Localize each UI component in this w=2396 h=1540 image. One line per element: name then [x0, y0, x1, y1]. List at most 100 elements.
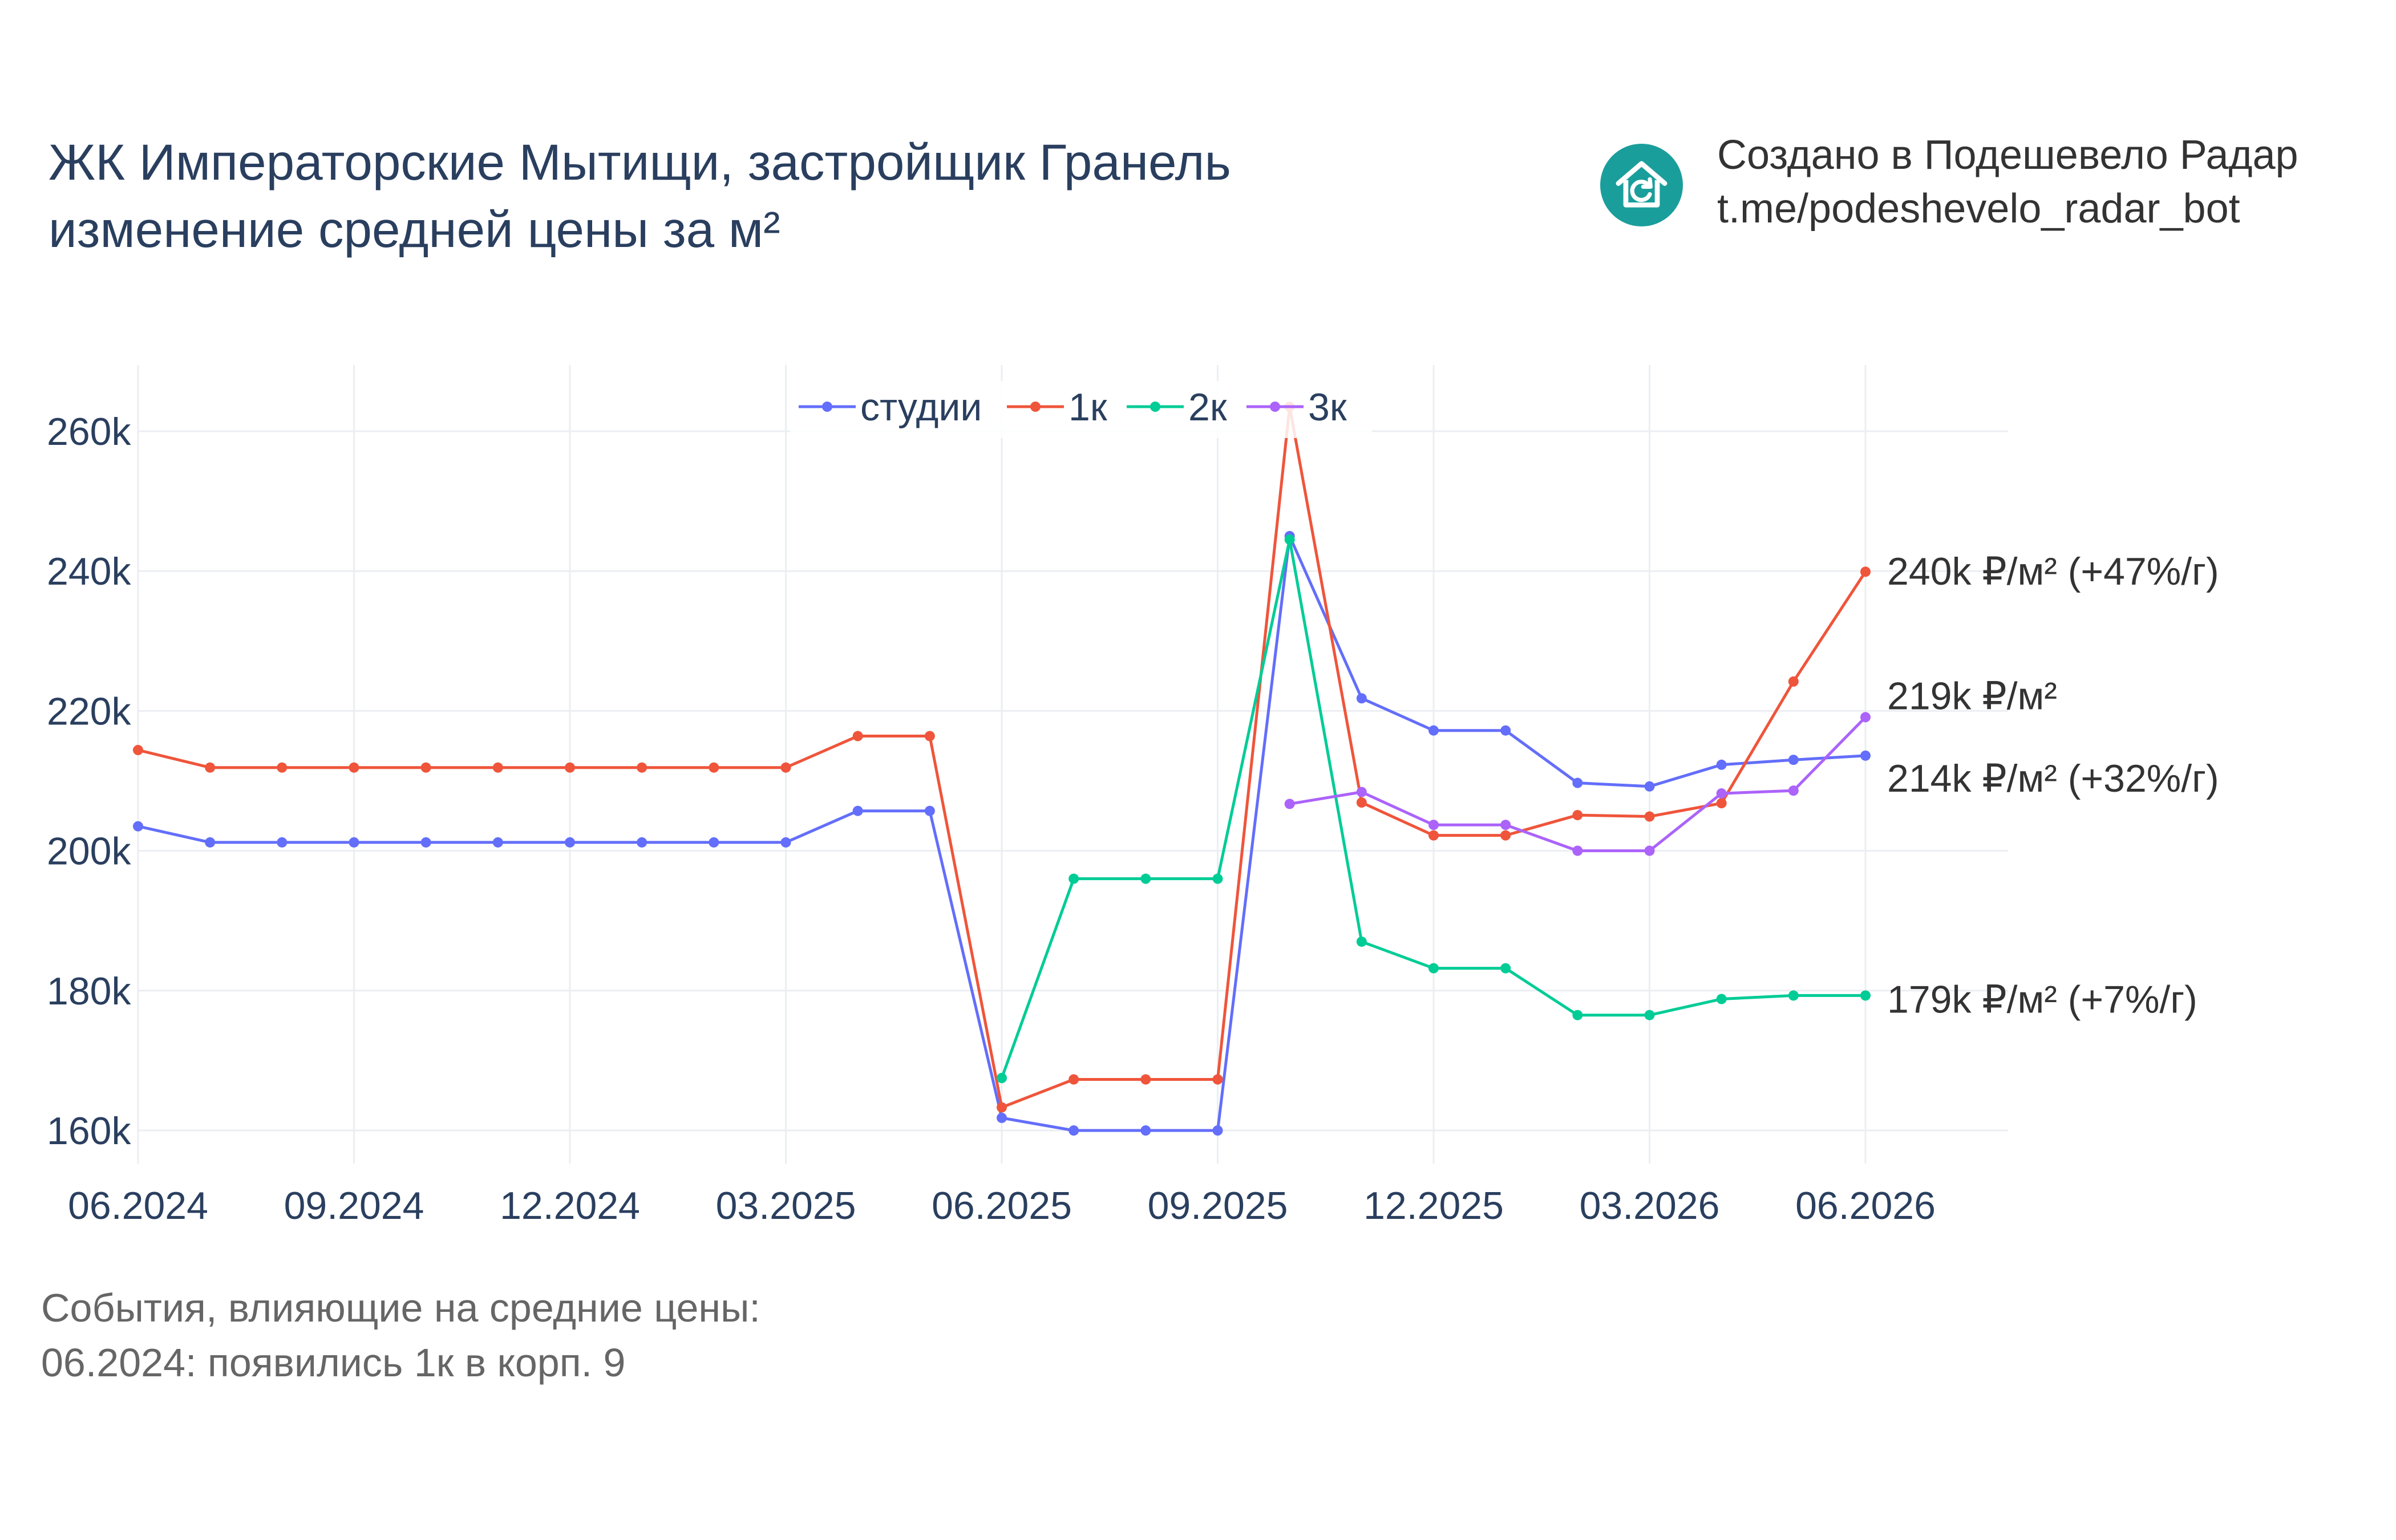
data-point[interactable]: [1788, 755, 1799, 765]
data-point[interactable]: [709, 837, 719, 848]
data-point[interactable]: [1644, 845, 1655, 856]
data-point[interactable]: [205, 762, 216, 773]
data-point[interactable]: [1428, 830, 1439, 841]
end-value-label: 214k ₽/м² (+32%/г): [1887, 757, 2219, 800]
legend-swatch-marker: [1150, 402, 1160, 412]
data-point[interactable]: [277, 837, 288, 848]
legend-item-студии[interactable]: студии: [799, 386, 982, 429]
data-point[interactable]: [1500, 963, 1511, 974]
data-point[interactable]: [1572, 810, 1583, 821]
brand-link[interactable]: t.me/podeshevelo_radar_bot: [1717, 186, 2240, 232]
x-axis-ticks: 06.2024 09.2024 12.2024 03.2025 06.2025 09.20…: [68, 1184, 1936, 1227]
events-block: События, влияющие на средние цены: 06.20…: [41, 1280, 760, 1390]
legend-label: 3к: [1308, 386, 1347, 429]
data-point[interactable]: [1644, 781, 1655, 792]
data-point[interactable]: [1500, 725, 1511, 736]
data-point[interactable]: [277, 762, 288, 773]
data-point[interactable]: [1860, 750, 1871, 761]
data-point[interactable]: [1716, 994, 1727, 1004]
data-point[interactable]: [1212, 873, 1223, 884]
data-point[interactable]: [780, 837, 791, 848]
data-point[interactable]: [1572, 1010, 1583, 1020]
data-point[interactable]: [1069, 1125, 1079, 1136]
data-point[interactable]: [1069, 873, 1079, 884]
data-point[interactable]: [997, 1112, 1007, 1123]
data-point[interactable]: [205, 837, 216, 848]
x-tick-label: 09.2025: [1148, 1184, 1288, 1227]
y-tick-label: 160k: [47, 1109, 131, 1153]
legend-swatch-marker: [1270, 402, 1280, 412]
x-tick-label: 06.2024: [68, 1184, 208, 1227]
x-tick-label: 12.2025: [1363, 1184, 1504, 1227]
data-point[interactable]: [1716, 759, 1727, 770]
data-point[interactable]: [1428, 820, 1439, 830]
data-point[interactable]: [349, 762, 359, 773]
legend-swatch-marker: [822, 402, 832, 412]
data-point[interactable]: [133, 821, 143, 832]
data-point[interactable]: [997, 1073, 1007, 1084]
data-point[interactable]: [1572, 845, 1583, 856]
brand-line1: Создано в Подешевело Радар: [1717, 132, 2298, 178]
data-point[interactable]: [1860, 990, 1871, 1001]
y-tick-label: 240k: [47, 550, 131, 593]
data-point[interactable]: [997, 1102, 1007, 1113]
data-point[interactable]: [1500, 820, 1511, 830]
data-point[interactable]: [1140, 1125, 1151, 1136]
x-tick-label: 03.2025: [716, 1184, 856, 1227]
event-item: 06.2024: появились 1к в корп. 9: [41, 1340, 626, 1385]
legend-item-1к[interactable]: 1к: [1007, 386, 1108, 429]
data-point[interactable]: [1428, 963, 1439, 974]
legend-label: студии: [860, 386, 982, 429]
data-point[interactable]: [1644, 811, 1655, 822]
data-point[interactable]: [1356, 693, 1367, 704]
data-point[interactable]: [492, 837, 503, 848]
data-point[interactable]: [1212, 1125, 1223, 1136]
x-tick-label: 06.2025: [932, 1184, 1072, 1227]
data-point[interactable]: [924, 805, 935, 816]
data-point[interactable]: [1356, 936, 1367, 947]
x-tick-label: 03.2026: [1580, 1184, 1720, 1227]
chart-title-line2: изменение средней цены за м²: [48, 201, 780, 258]
data-point[interactable]: [1212, 1074, 1223, 1085]
x-tick-label: 06.2026: [1795, 1184, 1936, 1227]
data-point[interactable]: [1356, 787, 1367, 797]
data-point[interactable]: [1428, 725, 1439, 736]
data-point[interactable]: [1788, 990, 1799, 1001]
data-point[interactable]: [1356, 797, 1367, 808]
data-point[interactable]: [924, 731, 935, 741]
data-point[interactable]: [1788, 785, 1799, 796]
data-point[interactable]: [1860, 566, 1871, 577]
data-point[interactable]: [780, 762, 791, 773]
data-point[interactable]: [349, 837, 359, 848]
data-point[interactable]: [492, 762, 503, 773]
data-point[interactable]: [565, 762, 575, 773]
data-point[interactable]: [852, 805, 863, 816]
data-point[interactable]: [1140, 1074, 1151, 1085]
data-point[interactable]: [637, 837, 647, 848]
data-point[interactable]: [1788, 676, 1799, 687]
data-point[interactable]: [1500, 830, 1511, 841]
chart-title-line1: ЖК Императорские Мытищи, застройщик Гран…: [48, 133, 1231, 191]
data-point[interactable]: [565, 837, 575, 848]
data-point[interactable]: [1716, 798, 1727, 809]
data-point[interactable]: [1284, 534, 1295, 545]
data-point[interactable]: [1716, 788, 1727, 799]
x-tick-label: 09.2024: [284, 1184, 424, 1227]
data-point[interactable]: [1572, 777, 1583, 788]
data-point[interactable]: [709, 762, 719, 773]
legend-item-2к[interactable]: 2к: [1127, 386, 1228, 429]
house-refresh-icon: [1600, 144, 1683, 226]
data-point[interactable]: [1069, 1074, 1079, 1085]
legend-item-3к[interactable]: 3к: [1246, 386, 1347, 429]
data-point[interactable]: [420, 762, 431, 773]
end-labels: 240k ₽/м² (+47%/г) 219k ₽/м² 214k ₽/м² (+3…: [1887, 550, 2219, 1021]
data-point[interactable]: [852, 731, 863, 741]
data-point[interactable]: [1860, 712, 1871, 723]
data-point[interactable]: [420, 837, 431, 848]
data-point[interactable]: [133, 745, 143, 756]
data-point[interactable]: [1284, 799, 1295, 809]
data-point[interactable]: [637, 762, 647, 773]
data-point[interactable]: [1140, 873, 1151, 884]
data-point[interactable]: [1644, 1010, 1655, 1020]
